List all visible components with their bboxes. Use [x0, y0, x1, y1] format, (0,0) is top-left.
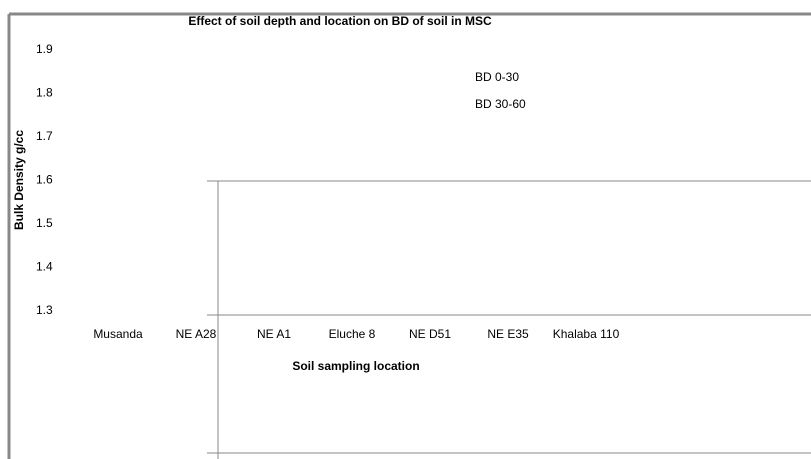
- y-tick-label: 1.3: [36, 303, 53, 317]
- legend-label: BD 0-30: [475, 70, 519, 84]
- legend-label: BD 30-60: [475, 97, 526, 111]
- x-tick-label: NE E35: [487, 327, 529, 341]
- x-tick-label: NE D51: [409, 327, 451, 341]
- y-tick-label: 1.7: [36, 129, 53, 143]
- x-tick-label: Musanda: [93, 327, 143, 341]
- x-tick-label: Eluche 8: [329, 327, 376, 341]
- x-tick-label: NE A28: [176, 327, 217, 341]
- chart-title: Effect of soil depth and location on BD …: [188, 14, 492, 28]
- y-tick-label: 1.6: [36, 173, 53, 187]
- x-axis-label: Soil sampling location: [292, 359, 419, 373]
- y-tick-label: 1.9: [36, 42, 53, 56]
- y-axis-label: Bulk Density g/cc: [12, 130, 26, 230]
- y-tick-label: 1.4: [36, 260, 53, 274]
- x-tick-label: NE A1: [257, 327, 291, 341]
- y-tick-label: 1.8: [36, 86, 53, 100]
- x-tick-label: Khalaba 110: [553, 327, 620, 341]
- plot-box: [217, 180, 811, 316]
- y-tick-label: 1.5: [36, 216, 53, 230]
